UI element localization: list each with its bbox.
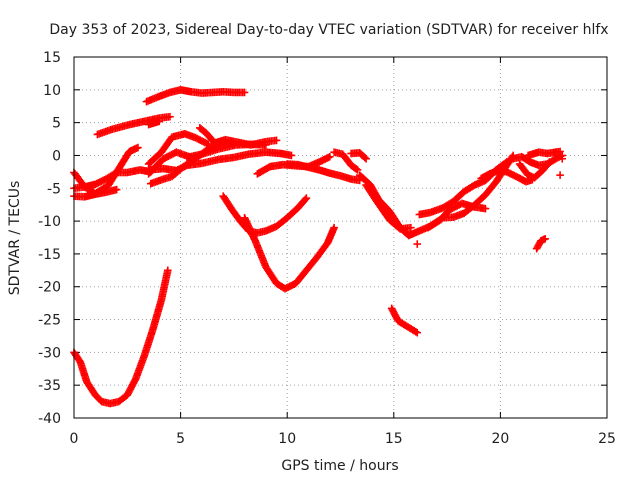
data-point	[481, 204, 490, 213]
data-point	[204, 140, 213, 149]
data-point	[413, 328, 422, 337]
x-tick-labels: 0 5 10 15 20 25	[70, 431, 616, 447]
axis-ticks	[73, 56, 608, 419]
data-point	[164, 266, 172, 275]
y-tick-label: -25	[38, 313, 61, 329]
data-point	[541, 235, 549, 243]
x-tick-label: 15	[385, 431, 403, 447]
data-point	[556, 171, 564, 179]
data-point	[262, 141, 270, 149]
data-point	[326, 152, 334, 161]
x-tick-label: 25	[598, 431, 616, 447]
data-point	[407, 223, 415, 232]
chart-title: Day 353 of 2023, Sidereal Day-to-day VTE…	[49, 22, 608, 38]
data-point	[240, 88, 249, 97]
y-tick-label: 10	[43, 83, 61, 99]
y-tick-label: -20	[38, 280, 61, 296]
data-point	[287, 151, 296, 160]
y-tick-label: 0	[52, 148, 61, 164]
y-tick-label: -10	[38, 214, 61, 230]
data-point	[558, 154, 567, 163]
data-point	[330, 223, 338, 232]
y-tick-label: -35	[38, 378, 61, 394]
data-point	[155, 117, 164, 126]
data-point	[552, 148, 560, 156]
data-point	[166, 112, 174, 121]
data-point	[362, 154, 370, 163]
x-tick-label: 0	[70, 431, 79, 447]
y-tick-labels: 15 10 5 0 -5 -10 -15 -20 -25 -30 -35 -40	[38, 50, 61, 427]
data-points	[70, 86, 567, 408]
y-tick-label: 5	[52, 116, 61, 132]
data-point	[134, 143, 142, 152]
y-tick-label: -5	[47, 181, 61, 197]
data-point	[353, 166, 362, 174]
data-point	[502, 158, 511, 166]
plot-frame	[73, 56, 608, 419]
data-point	[302, 194, 311, 202]
data-point	[413, 240, 422, 248]
x-axis-label: GPS time / hours	[281, 458, 398, 474]
x-tick-label: 20	[491, 431, 509, 447]
data-point	[272, 136, 281, 145]
x-tick-label: 10	[278, 431, 296, 447]
y-tick-label: -15	[38, 247, 61, 263]
grid-lines	[74, 57, 607, 418]
data-point	[112, 185, 121, 194]
x-tick-label: 5	[176, 431, 185, 447]
y-tick-label: -30	[38, 345, 61, 361]
y-tick-label: 15	[43, 50, 61, 66]
y-tick-label: -40	[38, 411, 61, 427]
y-axis-label: SDTVAR / TECUs	[7, 181, 23, 296]
data-point	[545, 158, 554, 166]
